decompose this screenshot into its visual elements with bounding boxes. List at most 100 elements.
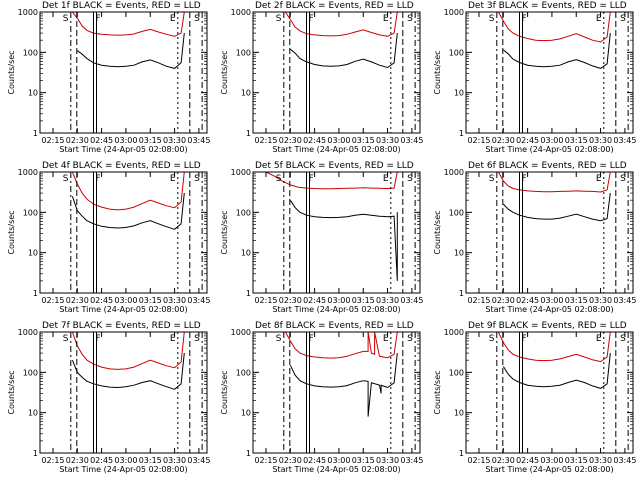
x-tick-label: 02:15 (41, 136, 64, 145)
flag-marker-label: F (522, 334, 527, 344)
x-tick-label: 02:15 (41, 456, 64, 465)
x-tick-label: 03:15 (139, 136, 162, 145)
x-tick-label: 02:45 (303, 456, 326, 465)
x-axis-label: Start Time (24-Apr-05 02:08:00) (272, 145, 400, 154)
flag-marker-label: F (96, 14, 101, 24)
panel-title: Det 6f BLACK = Events, RED = LLD (468, 161, 627, 171)
end-marker-label: E (383, 334, 389, 344)
start-marker-label: S (407, 174, 413, 184)
x-tick-label: 03:45 (187, 136, 210, 145)
events-series-line (71, 353, 185, 390)
events-series-line (502, 33, 611, 69)
x-tick-label: 03:15 (139, 296, 162, 305)
y-tick-label: 10 (28, 409, 38, 418)
end-marker-label: E (170, 14, 176, 24)
start-marker-label: S (489, 14, 495, 24)
end-marker-label: E (170, 174, 176, 184)
end-marker-label: E (596, 14, 602, 24)
start-marker-label: S (407, 334, 413, 344)
events-series-line (289, 33, 398, 69)
start-marker-label: S (620, 334, 626, 344)
x-tick-label: 02:30 (66, 456, 89, 465)
detector-panel-5: Det 5f BLACK = Events, RED = LLD S F E S 1 10 1… (220, 161, 423, 314)
x-axis-label: Start Time (24-Apr-05 02:08:00) (59, 305, 187, 314)
y-tick-label: 1 (459, 449, 464, 458)
detector-panel-7: Det 7f BLACK = Events, RED = LLD S F E S 1 10 1… (7, 321, 210, 474)
x-axis-label: Start Time (24-Apr-05 02:08:00) (485, 145, 613, 154)
y-tick-label: 100 (23, 368, 38, 377)
panel-title: Det 5f BLACK = Events, RED = LLD (255, 161, 414, 171)
events-series-line (289, 353, 398, 417)
events-series-line (502, 193, 611, 222)
end-marker-label: E (383, 14, 389, 24)
x-tick-label: 03:30 (589, 136, 612, 145)
x-axis-label: Start Time (24-Apr-05 02:08:00) (59, 465, 187, 474)
x-tick-label: 03:30 (163, 456, 186, 465)
y-tick-label: 10 (241, 89, 251, 98)
lld-series-line (72, 12, 185, 37)
x-tick-label: 02:30 (279, 136, 302, 145)
x-tick-label: 02:45 (303, 296, 326, 305)
start-marker-label: S (407, 14, 413, 24)
y-axis-label: Counts/sec (433, 50, 442, 94)
start-marker-label: S (63, 174, 69, 184)
plot-frame (39, 171, 208, 294)
flag-marker-label: F (309, 174, 314, 184)
y-axis-label: Counts/sec (220, 50, 229, 94)
x-tick-label: 03:15 (352, 456, 375, 465)
x-tick-label: 03:45 (613, 456, 636, 465)
y-tick-label: 1000 (231, 8, 251, 17)
panel-title: Det 2f BLACK = Events, RED = LLD (255, 1, 414, 11)
start-marker-label: S (489, 334, 495, 344)
plot-frame (252, 11, 421, 134)
start-marker-label: S (194, 174, 200, 184)
y-tick-label: 1 (246, 129, 251, 138)
x-tick-label: 02:45 (90, 136, 113, 145)
x-tick-label: 02:30 (492, 456, 515, 465)
x-tick-label: 03:30 (163, 296, 186, 305)
x-tick-label: 03:15 (139, 456, 162, 465)
y-tick-label: 1000 (231, 168, 251, 177)
start-marker-label: S (63, 14, 69, 24)
x-tick-label: 03:00 (327, 296, 350, 305)
x-tick-label: 02:45 (516, 456, 539, 465)
panel-title: Det 3f BLACK = Events, RED = LLD (468, 1, 627, 11)
x-tick-label: 02:30 (66, 136, 89, 145)
panel-title: Det 9f BLACK = Events, RED = LLD (468, 321, 627, 331)
x-tick-label: 03:15 (352, 136, 375, 145)
y-tick-label: 10 (241, 409, 251, 418)
y-axis-label: Counts/sec (7, 210, 16, 254)
plot-frame (252, 171, 421, 294)
y-tick-label: 100 (236, 48, 251, 57)
lld-series-line (265, 172, 398, 190)
y-axis-label: Counts/sec (433, 210, 442, 254)
y-tick-label: 10 (241, 249, 251, 258)
y-tick-label: 1000 (444, 328, 464, 337)
flag-marker-label: F (522, 14, 527, 24)
x-tick-label: 03:00 (540, 296, 563, 305)
x-axis-label: Start Time (24-Apr-05 02:08:00) (272, 305, 400, 314)
x-tick-label: 03:30 (589, 456, 612, 465)
x-tick-label: 03:45 (400, 296, 423, 305)
y-axis-label: Counts/sec (220, 210, 229, 254)
y-tick-label: 100 (23, 208, 38, 217)
end-marker-label: E (170, 334, 176, 344)
lld-series-line (284, 332, 398, 359)
plot-frame (39, 331, 208, 454)
y-tick-label: 10 (28, 89, 38, 98)
plot-frame (39, 11, 208, 134)
x-tick-label: 03:45 (613, 296, 636, 305)
x-tick-label: 03:00 (114, 456, 137, 465)
panel-title: Det 7f BLACK = Events, RED = LLD (42, 321, 201, 331)
x-tick-label: 02:15 (254, 456, 277, 465)
y-tick-label: 1 (33, 289, 38, 298)
y-tick-label: 100 (236, 208, 251, 217)
panel-title: Det 4f BLACK = Events, RED = LLD (42, 161, 201, 171)
y-axis-label: Counts/sec (433, 370, 442, 414)
x-tick-label: 03:00 (327, 136, 350, 145)
y-tick-label: 100 (23, 48, 38, 57)
y-tick-label: 1 (246, 449, 251, 458)
x-tick-label: 02:30 (279, 456, 302, 465)
start-marker-label: S (620, 174, 626, 184)
